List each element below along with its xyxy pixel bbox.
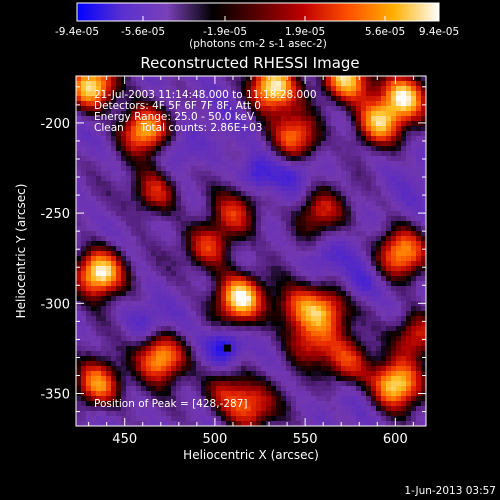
colorbar bbox=[76, 2, 440, 22]
x-axis-ticks bbox=[88, 76, 414, 426]
method-counts-annotation: Clean Total counts: 2.86E+03 bbox=[94, 122, 263, 134]
y-tick-label: -350 bbox=[40, 388, 70, 403]
colorbar-tick-label: -9.4e-05 bbox=[55, 26, 99, 38]
colorbar-tick-label: -1.9e-05 bbox=[203, 26, 247, 38]
x-tick-label: 600 bbox=[383, 432, 408, 447]
y-axis-label: Heliocentric Y (arcsec) bbox=[14, 184, 28, 319]
footer-date: 1-Jun-2013 03:57 bbox=[404, 485, 496, 497]
colorbar-tick-label: 5.6e-05 bbox=[365, 26, 405, 38]
colorbar-tick-label: -5.6e-05 bbox=[121, 26, 165, 38]
colorbar-ticks bbox=[76, 16, 440, 21]
x-axis-label: Heliocentric X (arcsec) bbox=[183, 448, 319, 462]
colorbar-unit-label: (photons cm-2 s-1 asec-2) bbox=[189, 38, 327, 50]
colorbar-tick-labels: -9.4e-05 -5.6e-05 -1.9e-05 1.9e-05 5.6e-05 9.… bbox=[55, 26, 459, 38]
colorbar-tick-label: 9.4e-05 bbox=[419, 26, 459, 38]
x-tick-label: 450 bbox=[112, 432, 137, 447]
y-axis-ticks bbox=[76, 86, 426, 413]
energy-range-annotation: Energy Range: 25.0 - 50.0 keV bbox=[94, 111, 255, 123]
heatmap-image bbox=[76, 76, 426, 426]
chart-title: Reconstructed RHESSI Image bbox=[140, 54, 359, 72]
x-tick-label: 550 bbox=[293, 432, 318, 447]
colorbar-tick-label: 1.9e-05 bbox=[285, 26, 325, 38]
time-range-annotation: 21-Jul-2003 11:14:48.000 to 11:18:28.000 bbox=[94, 89, 317, 101]
x-axis-tick-labels: 450 500 550 600 bbox=[112, 432, 407, 447]
y-tick-label: -300 bbox=[40, 297, 70, 312]
y-tick-label: -250 bbox=[40, 207, 70, 222]
y-tick-label: -200 bbox=[40, 117, 70, 132]
x-tick-label: 500 bbox=[203, 432, 228, 447]
y-axis-tick-labels: -200 -250 -300 -350 bbox=[40, 117, 70, 403]
peak-position-annotation: Position of Peak = [428,-287] bbox=[94, 398, 248, 410]
detectors-annotation: Detectors: 4F 5F 6F 7F 8F, Att 0 bbox=[94, 100, 261, 112]
